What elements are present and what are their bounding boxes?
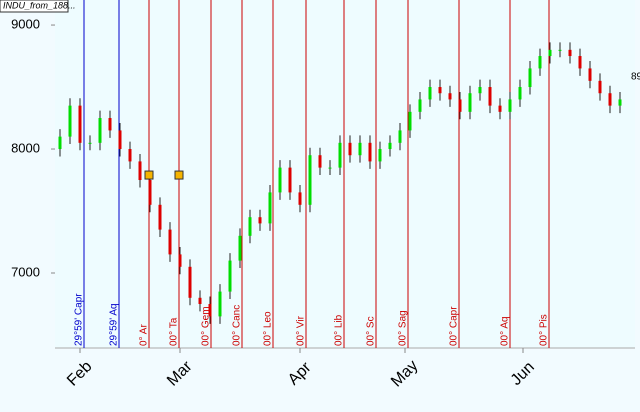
bar-body — [178, 254, 182, 267]
bar-body — [488, 87, 492, 106]
bar-body — [388, 142, 392, 150]
bar-body — [278, 167, 282, 193]
bar-body — [358, 142, 362, 156]
marker — [144, 170, 154, 180]
bar-body — [298, 192, 302, 205]
bar-body — [58, 136, 62, 150]
y-tick-label: 9000 — [11, 16, 40, 31]
bar-body — [418, 99, 422, 112]
bar-body — [138, 161, 142, 181]
bar-body — [518, 87, 522, 100]
bar-body — [618, 99, 622, 106]
bar-body — [548, 49, 552, 57]
bar-body — [558, 49, 562, 51]
bar-body — [588, 68, 592, 81]
plot-area — [55, 0, 635, 348]
bar-body — [508, 99, 512, 112]
vertical-line-label: 00° Leo — [263, 311, 274, 346]
bar-body — [578, 56, 582, 69]
bar-body — [378, 149, 382, 162]
bar-body — [198, 297, 202, 304]
price-label: 89 — [631, 72, 640, 83]
bar-body — [228, 260, 232, 292]
bar-body — [268, 192, 272, 224]
bar-body — [598, 80, 602, 94]
bar-body — [188, 266, 192, 298]
marker — [174, 170, 184, 180]
bar-body — [308, 155, 312, 205]
bar-body — [608, 93, 612, 106]
bar-body — [538, 56, 542, 69]
bar-body — [428, 87, 432, 100]
bar-body — [398, 130, 402, 143]
vertical-line-label: 00° Lib — [334, 314, 345, 346]
vertical-line-label: 00° Pis — [539, 314, 550, 346]
bar-body — [478, 87, 482, 94]
bar-body — [68, 105, 72, 137]
bar-body — [118, 130, 122, 150]
vertical-line-label: 29°59' Capr — [74, 293, 85, 346]
bar-body — [528, 68, 532, 88]
title-box — [0, 0, 69, 13]
bar-body — [288, 167, 292, 193]
bar-body — [368, 142, 372, 162]
bar-body — [98, 118, 102, 143]
vertical-line-label: 00° Capr — [449, 306, 460, 346]
bar-body — [258, 217, 262, 224]
vertical-line-label: 00° Sag — [398, 310, 409, 346]
bar-body — [408, 111, 412, 131]
vertical-line-label: 29°59' Aq — [109, 303, 120, 346]
vertical-line-label: 00° Vir — [296, 315, 307, 346]
y-tick-label: 7000 — [11, 264, 40, 279]
vertical-line-label: 00° Aq — [500, 316, 511, 346]
bar-body — [348, 142, 352, 156]
bar-body — [328, 167, 332, 169]
bar-body — [318, 155, 322, 168]
bar-body — [498, 105, 502, 112]
vertical-line-label: 00° Canc — [232, 305, 243, 346]
bar-body — [248, 217, 252, 236]
bar-body — [168, 229, 172, 255]
bar-body — [568, 49, 572, 57]
bar-body — [238, 235, 242, 261]
vertical-line-label: 00° Ta — [169, 317, 180, 346]
bar-body — [158, 204, 162, 230]
bar-body — [218, 291, 222, 317]
bar-body — [88, 142, 92, 144]
chart-title: INDU_from_188... — [3, 0, 76, 10]
bar-body — [148, 180, 152, 205]
bar-body — [458, 99, 462, 112]
vertical-line-label: 00° Gem — [201, 306, 212, 346]
bar-body — [208, 303, 212, 317]
y-tick-label: 8000 — [11, 140, 40, 155]
vertical-line-label: 0° Ar — [139, 324, 150, 346]
bar-body — [448, 93, 452, 100]
bar-body — [128, 149, 132, 162]
vertical-line-label: 00° Sc — [366, 316, 377, 346]
bar-body — [78, 105, 82, 143]
bar-body — [338, 142, 342, 168]
bar-body — [108, 118, 112, 131]
bar-body — [468, 93, 472, 112]
bar-body — [438, 87, 442, 94]
